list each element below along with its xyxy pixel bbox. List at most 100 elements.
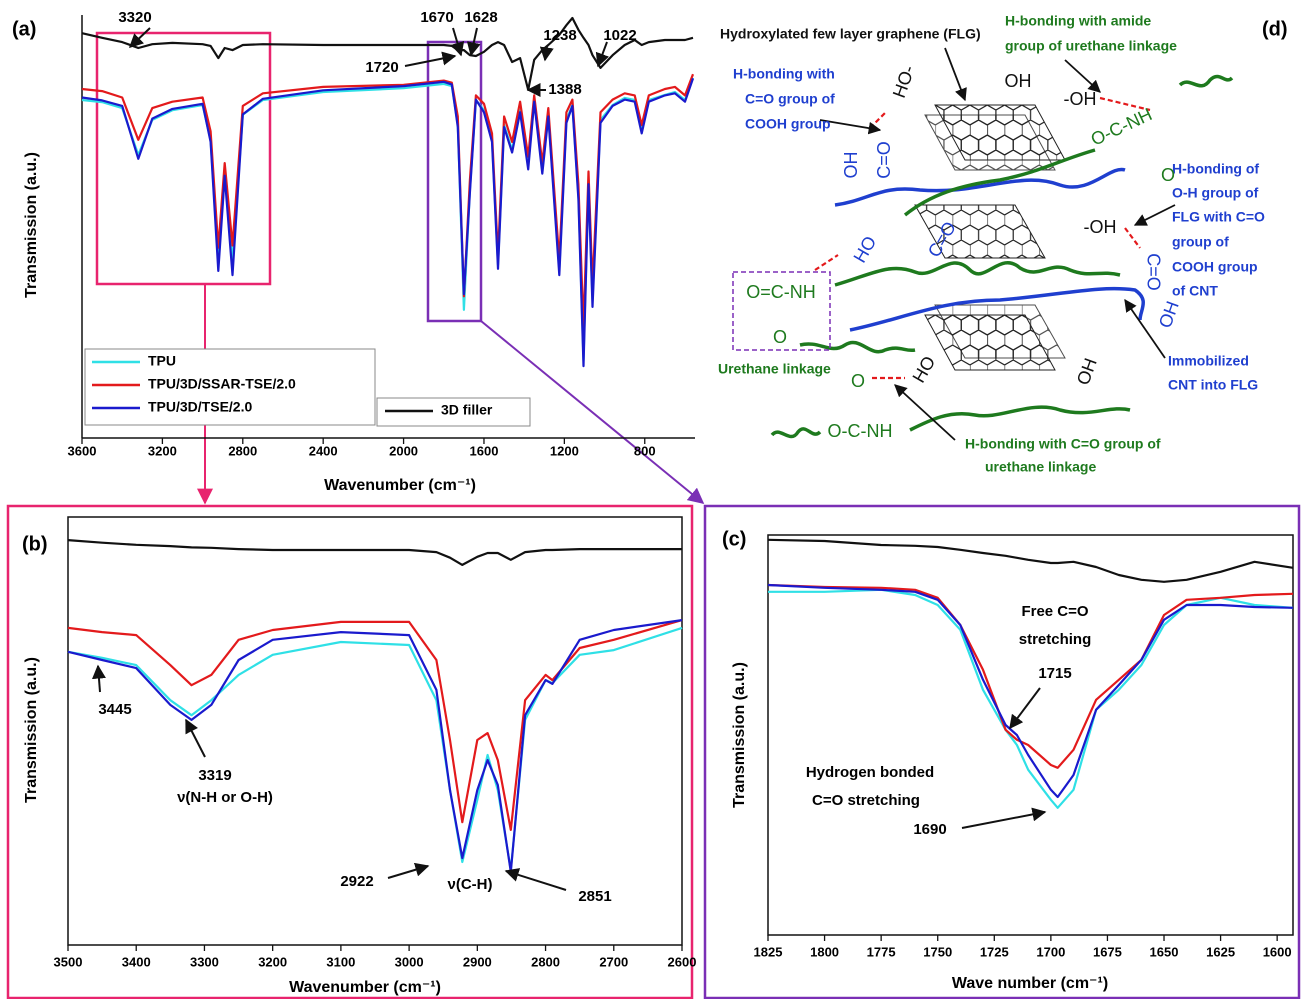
annotation: stretching <box>1019 631 1092 648</box>
spectrum-line <box>67 626 683 872</box>
spectrum-line <box>81 16 694 92</box>
arrow <box>819 119 882 135</box>
zoom-arrow-c <box>480 320 705 505</box>
x-tick-label: 800 <box>634 443 656 458</box>
annotation-arrow <box>185 718 206 758</box>
arrow <box>1064 59 1101 93</box>
x-tick-label: 3200 <box>258 954 287 969</box>
urethane-chain <box>799 340 916 354</box>
x-tick-label: 1650 <box>1150 944 1179 959</box>
arrow <box>1133 204 1176 226</box>
diagram-label: COOH group <box>1172 259 1258 275</box>
x-tick-label: 3400 <box>122 954 151 969</box>
h-bond <box>814 254 839 271</box>
diagram-label: FLG with C=O <box>1172 209 1265 225</box>
x-tick-label: 2900 <box>463 954 492 969</box>
x-tick-label: 1725 <box>980 944 1009 959</box>
annotation: 1690 <box>913 821 946 838</box>
annotation-arrow <box>1009 687 1041 730</box>
annotation: 1022 <box>603 27 636 44</box>
chart-panel: 1825 1800 1775 1750 1725 1700 1675 1650 1625 1600… <box>722 528 1294 992</box>
annotation-arrow <box>595 41 609 68</box>
annotation-arrow <box>450 27 465 57</box>
annotation: 2851 <box>578 888 611 905</box>
x-tick-label: 1200 <box>550 443 579 458</box>
x-axis-label: Wave number (cm⁻¹) <box>952 975 1108 992</box>
spectrum-line <box>767 583 1294 799</box>
annotation: 1388 <box>548 81 581 98</box>
diagram-label: O <box>773 327 787 347</box>
diagram-label: CNT into FLG <box>1168 377 1258 393</box>
panel-label: (b) <box>22 533 48 555</box>
annotation: 2922 <box>340 873 373 890</box>
diagram-label: O-C-NH <box>828 421 893 441</box>
annotation-arrow <box>539 45 554 62</box>
spectrum-line <box>767 538 1294 583</box>
x-tick-label: 1625 <box>1206 944 1235 959</box>
x-tick-label: 3100 <box>326 954 355 969</box>
diagram-label: group of <box>1172 234 1229 250</box>
urethane-chain <box>1178 74 1234 88</box>
diagram-label: O-H group of <box>1172 185 1259 201</box>
diagram-label: group of urethane linkage <box>1005 38 1177 54</box>
spectrum-line <box>767 583 1294 769</box>
urethane-chain <box>909 405 1131 432</box>
x-axis-label: Wavenumber (cm⁻¹) <box>289 979 441 996</box>
x-tick-label: 1800 <box>810 944 839 959</box>
diagram-label: Immobilized <box>1168 353 1249 369</box>
diagram-label: C=O <box>874 141 894 179</box>
x-tick-label: 2000 <box>389 443 418 458</box>
diagram-label: O-C-NH <box>1088 104 1155 150</box>
graphene-sheet <box>934 304 1066 359</box>
chart-panel: 3500 3400 3300 3200 3100 3000 2900 2800 2700 2600… <box>22 516 696 996</box>
diagram-label: HO- <box>889 63 919 101</box>
x-tick-label: 3300 <box>190 954 219 969</box>
x-tick-label: 2800 <box>228 443 257 458</box>
annotation: 1238 <box>543 27 576 44</box>
diagram-label: OH <box>1155 298 1183 330</box>
annotation-arrow <box>504 868 567 891</box>
annotation-arrow <box>387 862 430 879</box>
diagram-label: HO <box>909 353 940 386</box>
x-tick-label: 1600 <box>1263 944 1292 959</box>
x-tick-label: 2400 <box>309 443 338 458</box>
x-tick-label: 2700 <box>599 954 628 969</box>
annotation: 3320 <box>118 9 151 26</box>
diagram-label: H-bonding with <box>733 66 835 82</box>
x-tick-label: 1750 <box>923 944 952 959</box>
plot-frame <box>767 534 1294 936</box>
annotation: 3319 <box>198 767 231 784</box>
annotation: 1670 <box>420 9 453 26</box>
panel-label: (a) <box>12 18 36 40</box>
panel-c-frame <box>703 504 1301 999</box>
diagram-label: H-bonding with amide <box>1005 13 1151 29</box>
annotation: C=O stretching <box>812 792 920 809</box>
spectrum-line <box>67 619 683 832</box>
diagram-label: O <box>851 371 865 391</box>
legend-label: TPU/3D/TSE/2.0 <box>148 399 252 415</box>
annotation: 1628 <box>464 9 497 26</box>
diagram-label: C=O <box>1143 253 1163 291</box>
diagram-label: OH <box>1005 71 1032 91</box>
graphene-sheet <box>914 204 1046 259</box>
panel-label: (d) <box>1262 18 1288 40</box>
x-tick-label: 3600 <box>68 443 97 458</box>
x-tick-label: 3200 <box>148 443 177 458</box>
panel-label: (c) <box>722 528 746 550</box>
x-tick-label: 1775 <box>867 944 896 959</box>
arrow <box>1124 298 1166 359</box>
x-tick-label: 1700 <box>1036 944 1065 959</box>
urethane-chain <box>834 260 1121 287</box>
annotation: ν(N-H or O-H) <box>177 789 273 806</box>
polymer-chains <box>770 74 1234 439</box>
cnt-chain <box>834 167 1126 207</box>
h-bond <box>869 111 887 129</box>
graphene-sheets <box>914 104 1066 371</box>
arrow <box>894 384 956 441</box>
diagram-label: H-bonding with C=O group of <box>965 436 1161 452</box>
diagram-label: of CNT <box>1172 283 1218 299</box>
urethane-highlight <box>732 271 831 351</box>
panel-b-frame <box>6 504 694 999</box>
urethane-chain <box>770 427 822 439</box>
annotation-arrow <box>961 807 1047 829</box>
